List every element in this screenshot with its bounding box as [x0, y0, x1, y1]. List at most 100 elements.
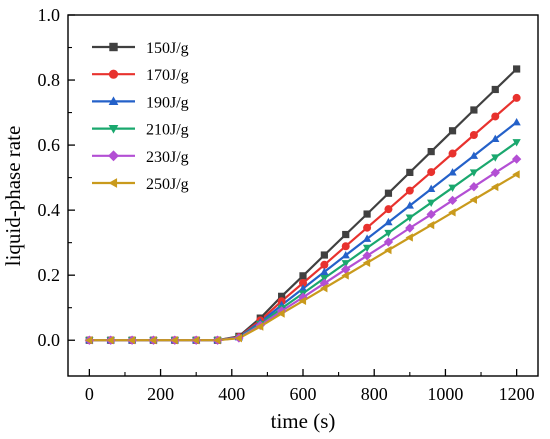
y-tick-label: 0.6 — [38, 135, 61, 155]
data-point — [490, 182, 499, 192]
data-point — [342, 230, 350, 239]
data-point — [278, 292, 286, 300]
data-point — [234, 334, 242, 343]
data-point — [512, 118, 521, 126]
data-point — [405, 223, 415, 233]
legend-marker — [108, 150, 119, 162]
data-point — [405, 214, 414, 222]
data-point — [362, 244, 372, 253]
legend-label: 230J/g — [146, 149, 189, 166]
data-point — [512, 170, 520, 179]
x-tick-label: 400 — [218, 384, 245, 404]
legend-label: 150J/g — [146, 40, 189, 57]
x-axis-title: time (s) — [271, 409, 336, 433]
legend-marker — [108, 125, 119, 134]
legend-marker — [109, 42, 118, 52]
data-point — [299, 272, 307, 280]
legend-marker — [108, 96, 119, 105]
x-tick-label: 0 — [85, 384, 94, 404]
plot-markers — [84, 65, 522, 345]
legend-marker — [108, 69, 119, 79]
data-point — [491, 134, 500, 142]
data-point — [469, 131, 478, 140]
data-point — [384, 205, 393, 214]
data-point — [512, 139, 521, 147]
data-point — [511, 154, 522, 164]
legend: 150J/g 170J/g 190J/g 210J/g 230J/g 250J/g — [92, 40, 189, 193]
data-point — [255, 322, 264, 331]
x-tick-label: 1000 — [427, 384, 463, 404]
data-point — [490, 168, 500, 178]
x-tick-label: 800 — [361, 384, 388, 404]
data-point — [513, 65, 521, 73]
data-point — [213, 336, 221, 345]
data-point — [469, 151, 479, 159]
data-point — [383, 237, 394, 247]
data-point — [448, 127, 457, 135]
data-point — [341, 271, 349, 280]
legend-marker — [108, 178, 118, 188]
data-point — [170, 336, 178, 345]
plot-frame — [67, 14, 539, 377]
data-point — [384, 245, 392, 255]
data-point — [469, 169, 479, 177]
data-point — [298, 296, 307, 306]
data-point — [363, 223, 372, 232]
data-point — [427, 184, 436, 193]
data-point — [491, 154, 500, 162]
data-point — [384, 229, 393, 238]
y-tick-label: 0.4 — [38, 200, 61, 220]
data-point — [298, 284, 308, 292]
legend-label: 250J/g — [146, 176, 189, 193]
y-axis-title: liquid-phase rate — [1, 126, 25, 267]
y-tick-label: 1.0 — [38, 5, 61, 25]
data-point — [426, 220, 435, 230]
data-point — [362, 258, 371, 267]
data-point — [469, 195, 477, 204]
data-point — [341, 264, 351, 275]
axis-ticks — [68, 14, 518, 376]
y-tick-label: 0.0 — [38, 330, 61, 350]
data-point — [341, 251, 350, 259]
data-point — [384, 189, 393, 197]
y-tick-label: 0.2 — [38, 265, 61, 285]
data-point — [448, 149, 457, 158]
data-point — [405, 233, 413, 242]
legend-label: 190J/g — [146, 94, 189, 111]
data-point — [341, 242, 350, 251]
data-point — [149, 336, 157, 345]
axis-tick-labels: 0 200 400 600 800 1000 1200 0.0 0.2 0.4 0.6 0.8 1.0 — [38, 5, 535, 404]
data-point — [406, 168, 414, 177]
x-tick-label: 600 — [290, 384, 317, 404]
data-point — [127, 336, 136, 345]
x-tick-label: 1200 — [499, 384, 535, 404]
data-point — [320, 251, 328, 259]
data-point — [405, 201, 414, 209]
data-point — [447, 195, 458, 206]
data-point — [448, 208, 456, 217]
y-tick-label: 0.8 — [38, 70, 61, 90]
data-point — [427, 147, 435, 156]
data-point — [277, 309, 285, 318]
data-point — [448, 168, 457, 176]
data-point — [469, 182, 479, 192]
data-point — [362, 234, 372, 242]
data-point — [363, 210, 371, 218]
data-point — [384, 217, 393, 226]
legend-label: 170J/g — [146, 67, 189, 84]
data-point — [426, 209, 436, 220]
data-point — [405, 186, 414, 195]
data-point — [491, 112, 500, 121]
data-point — [320, 260, 329, 269]
data-point — [320, 267, 329, 275]
data-point — [448, 184, 457, 193]
data-point — [106, 336, 114, 345]
x-tick-label: 200 — [147, 384, 174, 404]
data-point — [491, 85, 499, 94]
data-point — [470, 106, 478, 114]
data-point — [427, 199, 436, 207]
data-point — [191, 336, 200, 345]
legend-label: 210J/g — [146, 122, 189, 139]
data-point — [341, 260, 350, 268]
